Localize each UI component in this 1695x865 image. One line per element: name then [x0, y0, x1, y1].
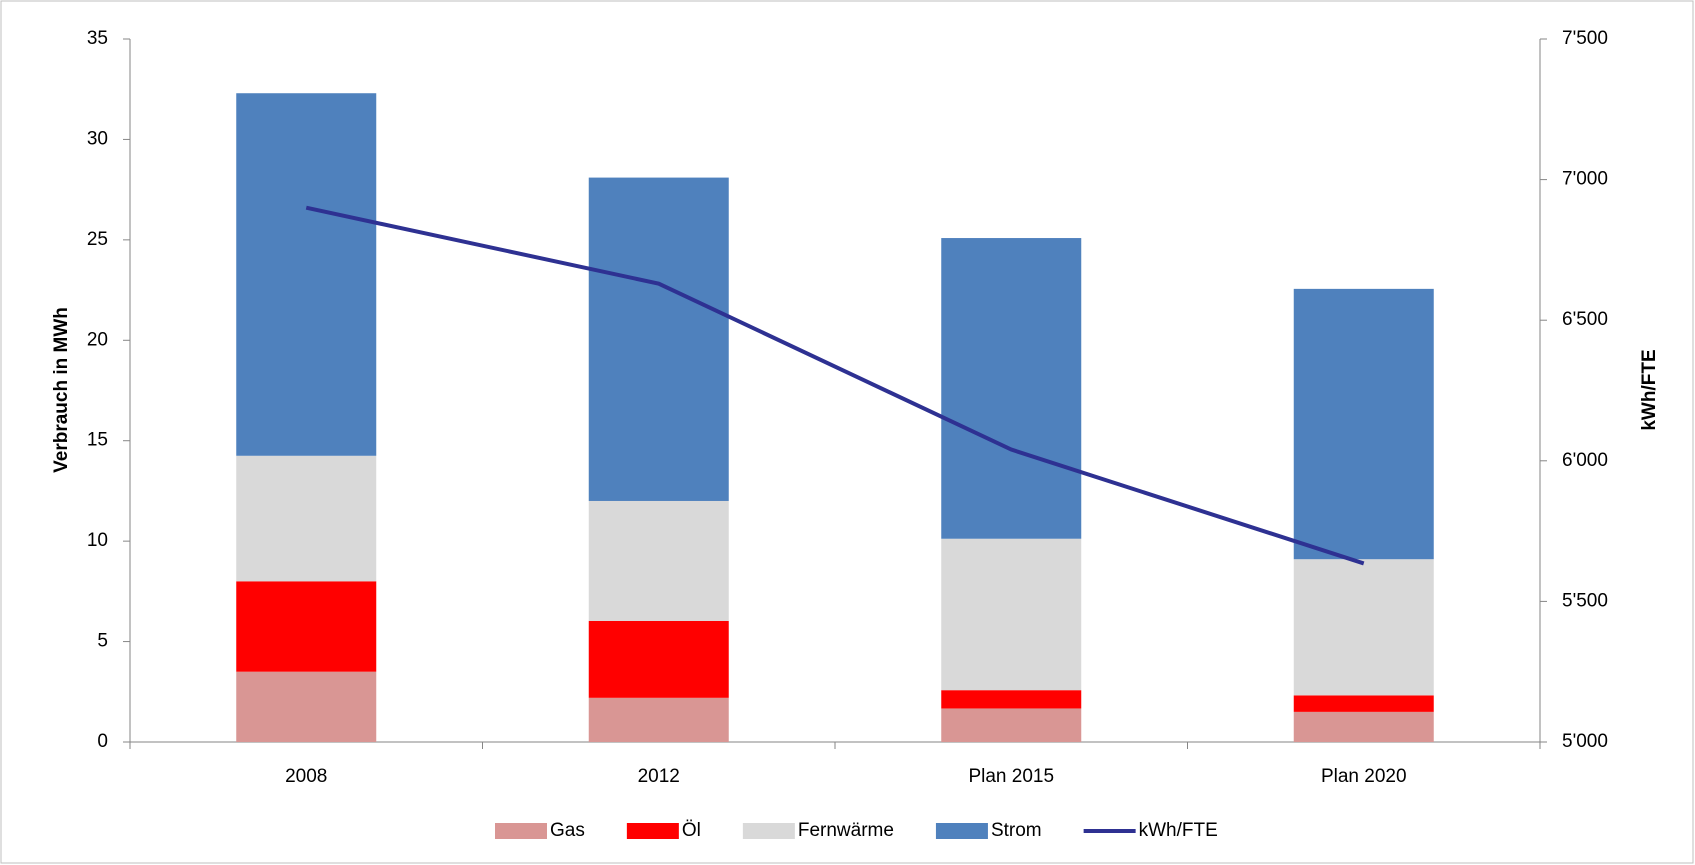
bar-segment — [941, 690, 1082, 709]
bar-segment — [236, 581, 377, 672]
bar-segment — [588, 697, 729, 742]
bar-segment — [941, 708, 1082, 742]
legend-label: Öl — [682, 820, 701, 841]
legend-swatch — [935, 823, 988, 839]
bar-segment — [588, 500, 729, 621]
y2-tick-label: 7'000 — [1562, 169, 1608, 190]
y2-tick-label: 5'500 — [1562, 590, 1608, 611]
legend-label: Fernwärme — [798, 820, 894, 841]
bar-segment — [1293, 288, 1434, 560]
y-tick-label: 25 — [87, 229, 108, 250]
y-tick-label: 30 — [87, 128, 108, 149]
bar-segment — [236, 93, 377, 456]
y-tick-label: 10 — [87, 530, 108, 551]
bar-segment — [941, 238, 1082, 539]
legend-label: Gas — [550, 820, 585, 841]
bar-segment — [941, 538, 1082, 691]
y2-axis-label: kWh/FTE — [1639, 349, 1660, 430]
legend-label: Strom — [991, 820, 1042, 841]
y2-tick-label: 6'500 — [1562, 309, 1608, 330]
legend-swatch — [742, 823, 795, 839]
x-tick-label: 2008 — [285, 766, 327, 787]
y-tick-label: 35 — [87, 28, 108, 49]
bar-segment — [1293, 711, 1434, 742]
line-series — [305, 205, 1365, 566]
y2-tick-label: 6'000 — [1562, 450, 1608, 471]
bar-segment — [588, 177, 729, 501]
y-axis-label: Verbrauch in MWh — [51, 307, 72, 473]
y-tick-label: 5 — [97, 631, 108, 652]
bar-segment — [588, 620, 729, 698]
bar-segment — [236, 671, 377, 742]
y-tick-label: 15 — [87, 430, 108, 451]
legend-swatch — [495, 823, 547, 839]
x-tick-label: Plan 2015 — [968, 766, 1054, 787]
y2-tick-label: 5'000 — [1562, 731, 1608, 752]
x-tick-label: 2012 — [638, 766, 680, 787]
bar-segment — [1293, 695, 1434, 712]
bar-segment — [1293, 559, 1434, 696]
bar-segment — [236, 455, 377, 582]
x-tick-label: Plan 2020 — [1321, 766, 1407, 787]
legend-swatch — [626, 823, 679, 839]
legend-label: kWh/FTE — [1139, 820, 1218, 841]
y-tick-label: 20 — [87, 329, 108, 350]
y2-tick-label: 7'500 — [1562, 28, 1608, 49]
y-tick-label: 0 — [97, 731, 108, 752]
